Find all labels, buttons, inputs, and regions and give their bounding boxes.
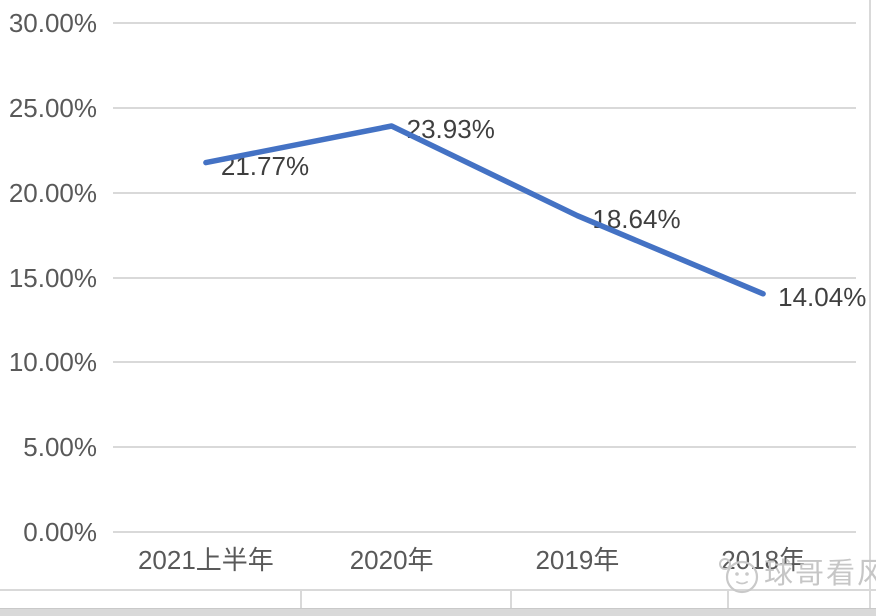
bottom-gray-band [0,608,876,616]
cell-border [727,591,729,608]
gridline [113,191,856,194]
sheet-right-border [869,0,871,608]
cell-border [869,591,871,608]
y-axis-tick-label: 10.00% [8,347,97,378]
x-axis-label: 2020年 [349,545,434,575]
y-axis-tick-label: 15.00% [8,262,97,293]
watermark: 球哥看风 [712,552,876,596]
watermark-text: 球哥看风 [764,558,876,590]
y-axis-tick-label: 5.00% [23,432,97,463]
gridline [113,22,856,24]
x-axis-label: 2018年 [721,545,806,575]
gridline [113,276,856,279]
y-axis-tick-label: 30.00% [8,8,97,38]
face-icon [719,558,759,594]
y-axis-tick-label: 25.00% [8,92,97,123]
gridline [113,361,856,364]
y-axis-tick-label: 0.00% [23,517,97,547]
bottom-cell-row [0,589,876,608]
cell-border [510,591,512,608]
gridline [113,106,856,109]
x-axis-label: 2019年 [535,545,620,575]
gridline [113,531,856,533]
y-axis-tick-label: 20.00% [8,177,97,208]
data-point-label: 14.04% [778,281,867,312]
cell-border [300,591,302,608]
data-line [203,123,766,297]
gridline [113,446,856,449]
x-axis-label: 2021上半年 [137,545,274,575]
